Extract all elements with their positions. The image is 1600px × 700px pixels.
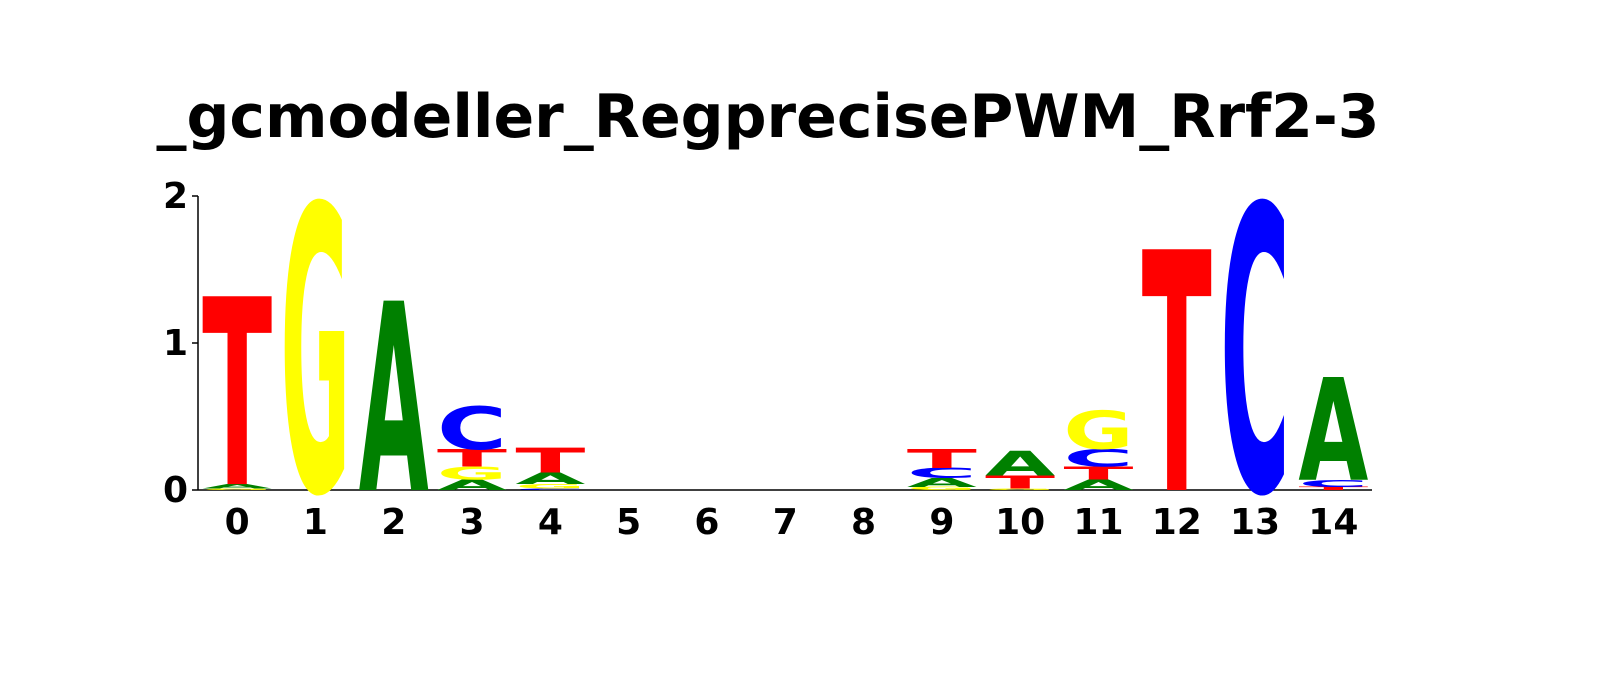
svg-text:T: T bbox=[1063, 463, 1133, 484]
svg-text:C: C bbox=[1063, 444, 1133, 472]
svg-text:G: G bbox=[280, 127, 350, 584]
logo-letter-C: C bbox=[1063, 444, 1133, 472]
logo-letter-G: G bbox=[985, 488, 1055, 490]
x-tick-label: 8 bbox=[851, 502, 876, 543]
axes bbox=[192, 195, 1372, 491]
logo-letter-A: A bbox=[985, 444, 1055, 484]
logo-letter-A: A bbox=[515, 469, 585, 488]
svg-text:T: T bbox=[985, 472, 1055, 493]
logo-letter-C: C bbox=[1220, 127, 1290, 583]
logo-letter-T: T bbox=[907, 443, 977, 474]
x-tick-label: 0 bbox=[225, 502, 250, 543]
svg-text:G: G bbox=[437, 463, 507, 484]
logo-letter-C: C bbox=[437, 395, 507, 463]
x-tick-label: 5 bbox=[616, 502, 641, 543]
logo-letter-A: A bbox=[202, 483, 273, 490]
svg-text:C: C bbox=[437, 395, 507, 463]
x-tick-label: 6 bbox=[694, 502, 719, 543]
x-tick-label: 14 bbox=[1308, 502, 1358, 543]
logo-letter-A: A bbox=[907, 476, 977, 490]
x-tick-label: 12 bbox=[1152, 502, 1202, 543]
svg-text:T: T bbox=[1142, 183, 1212, 568]
x-tick-label: 9 bbox=[929, 502, 954, 543]
logo-letter-A: A bbox=[1298, 349, 1368, 513]
svg-text:G: G bbox=[202, 488, 272, 490]
svg-text:T: T bbox=[907, 443, 977, 474]
x-tick-labels: 0 1 2 3 4 5 6 7 8 9 10 11 12 13 14 bbox=[225, 502, 1359, 543]
svg-text:C: C bbox=[1220, 127, 1290, 583]
logo-letter-A: A bbox=[359, 248, 429, 551]
svg-text:A: A bbox=[515, 469, 585, 488]
logo-letter-T: T bbox=[1142, 183, 1212, 568]
logo-letter-G: G bbox=[515, 483, 585, 490]
x-tick-label: 1 bbox=[303, 502, 328, 543]
x-tick-label: 3 bbox=[460, 502, 485, 543]
logo-letter-T: T bbox=[1298, 486, 1369, 491]
svg-text:T: T bbox=[515, 441, 585, 481]
x-tick-label: 13 bbox=[1230, 502, 1280, 543]
logo-letter-T: T bbox=[515, 441, 585, 481]
logo-letter-G: G bbox=[437, 463, 507, 484]
svg-text:G: G bbox=[515, 483, 585, 490]
y-tick-labels: 0 1 2 bbox=[163, 176, 188, 511]
logo-letter-A: A bbox=[437, 477, 507, 493]
svg-text:A: A bbox=[359, 248, 429, 551]
logo-letter-T: T bbox=[1063, 463, 1133, 484]
chart-title: _gcmodeller_RegprecisePWM_Rrf2-3 bbox=[156, 82, 1380, 152]
y-tick-label: 2 bbox=[163, 176, 188, 217]
x-tick-label: 2 bbox=[381, 502, 406, 543]
logo-letter-G: G bbox=[907, 486, 977, 491]
svg-text:A: A bbox=[1063, 477, 1133, 493]
svg-text:C: C bbox=[907, 465, 977, 481]
svg-text:A: A bbox=[985, 444, 1055, 484]
svg-text:T: T bbox=[437, 444, 507, 472]
logo-letter-G: G bbox=[280, 127, 350, 584]
logo-letter-A: A bbox=[1063, 477, 1133, 493]
logo-letter-C: C bbox=[1298, 478, 1368, 490]
svg-text:A: A bbox=[202, 483, 273, 490]
svg-text:T: T bbox=[1298, 486, 1369, 491]
logo-letter-C: C bbox=[907, 465, 977, 481]
x-tick-label: 4 bbox=[538, 502, 563, 543]
svg-text:G: G bbox=[1063, 400, 1133, 461]
svg-text:A: A bbox=[1298, 349, 1368, 513]
svg-text:G: G bbox=[985, 488, 1055, 490]
logo-letter-T: T bbox=[985, 472, 1055, 493]
svg-text:C: C bbox=[1298, 478, 1368, 490]
svg-text:T: T bbox=[202, 246, 272, 546]
logo-letter-G: G bbox=[1063, 400, 1133, 461]
svg-text:A: A bbox=[437, 477, 507, 493]
x-tick-label: 7 bbox=[773, 502, 798, 543]
logo-letter-C: C bbox=[515, 488, 585, 490]
logo-letter-G: G bbox=[202, 488, 272, 490]
y-tick-label: 0 bbox=[163, 470, 188, 511]
svg-text:C: C bbox=[515, 488, 585, 490]
logo-letter-T: T bbox=[437, 444, 507, 472]
x-tick-label: 11 bbox=[1073, 502, 1123, 543]
y-tick-label: 1 bbox=[163, 323, 188, 364]
logo-letter-T: T bbox=[202, 246, 272, 546]
svg-text:A: A bbox=[907, 476, 977, 490]
x-tick-label: 10 bbox=[995, 502, 1045, 543]
svg-text:G: G bbox=[907, 486, 977, 491]
